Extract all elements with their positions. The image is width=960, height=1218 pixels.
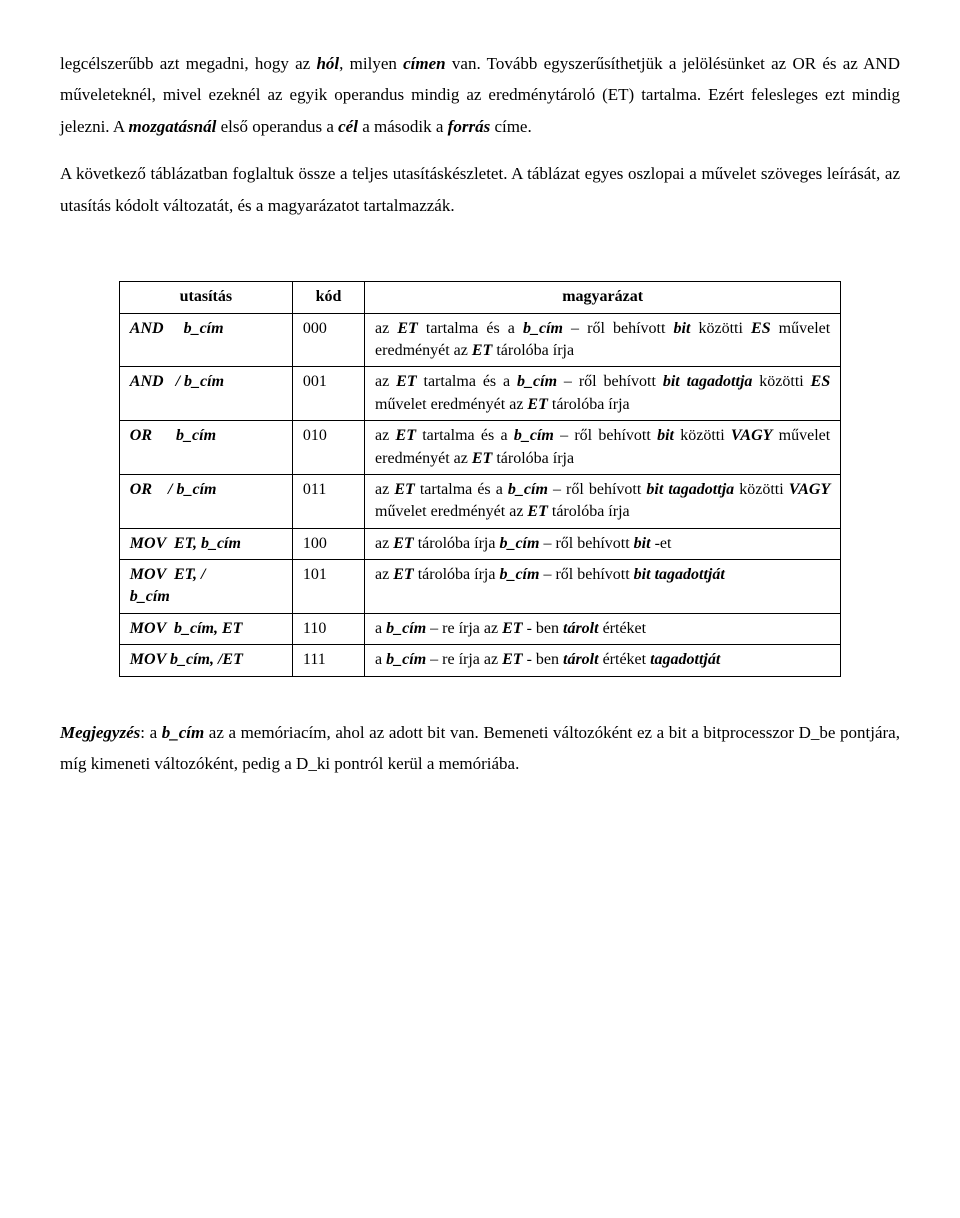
cell-explanation: az ET tartalma és a b_cím – ről behívott… (365, 313, 841, 367)
cell-instruction: MOV b_cím, /ET (119, 645, 292, 676)
table-row: AND / b_cím001az ET tartalma és a b_cím … (119, 367, 840, 421)
cell-code: 001 (292, 367, 364, 421)
cell-instruction: AND b_cím (119, 313, 292, 367)
cell-explanation: az ET tartalma és a b_cím – ről behívott… (365, 421, 841, 475)
cell-instruction: AND / b_cím (119, 367, 292, 421)
cell-explanation: az ET tárolóba írja b_cím – ről behívott… (365, 528, 841, 559)
cell-instruction: MOV b_cím, ET (119, 613, 292, 644)
cell-instruction: OR / b_cím (119, 474, 292, 528)
cell-instruction: MOV ET, b_cím (119, 528, 292, 559)
table-row: MOV ET, b_cím100az ET tárolóba írja b_cí… (119, 528, 840, 559)
cell-code: 000 (292, 313, 364, 367)
cell-explanation: az ET tárolóba írja b_cím – ről behívott… (365, 560, 841, 614)
cell-code: 101 (292, 560, 364, 614)
cell-instruction: OR b_cím (119, 421, 292, 475)
cell-code: 011 (292, 474, 364, 528)
table-row: AND b_cím000az ET tartalma és a b_cím – … (119, 313, 840, 367)
cell-explanation: a b_cím – re írja az ET - ben tárolt ért… (365, 645, 841, 676)
cell-code: 111 (292, 645, 364, 676)
header-code: kód (292, 282, 364, 313)
table-header-row: utasítás kód magyarázat (119, 282, 840, 313)
table-row: OR / b_cím011az ET tartalma és a b_cím –… (119, 474, 840, 528)
paragraph-1: legcélszerűbb azt megadni, hogy az hól, … (60, 48, 900, 142)
cell-code: 100 (292, 528, 364, 559)
cell-code: 110 (292, 613, 364, 644)
table-row: OR b_cím010az ET tartalma és a b_cím – r… (119, 421, 840, 475)
cell-explanation: az ET tartalma és a b_cím – ről behívott… (365, 367, 841, 421)
note-paragraph: Megjegyzés: a b_cím az a memóriacím, aho… (60, 717, 900, 780)
instruction-table: utasítás kód magyarázat AND b_cím000az E… (119, 281, 841, 676)
cell-explanation: az ET tartalma és a b_cím – ről behívott… (365, 474, 841, 528)
cell-instruction: MOV ET, / b_cím (119, 560, 292, 614)
table-row: MOV b_cím, ET110a b_cím – re írja az ET … (119, 613, 840, 644)
table-row: MOV b_cím, /ET111a b_cím – re írja az ET… (119, 645, 840, 676)
header-explanation: magyarázat (365, 282, 841, 313)
header-instruction: utasítás (119, 282, 292, 313)
cell-explanation: a b_cím – re írja az ET - ben tárolt ért… (365, 613, 841, 644)
cell-code: 010 (292, 421, 364, 475)
table-row: MOV ET, / b_cím101az ET tárolóba írja b_… (119, 560, 840, 614)
paragraph-2: A következő táblázatban foglaltuk össze … (60, 158, 900, 221)
